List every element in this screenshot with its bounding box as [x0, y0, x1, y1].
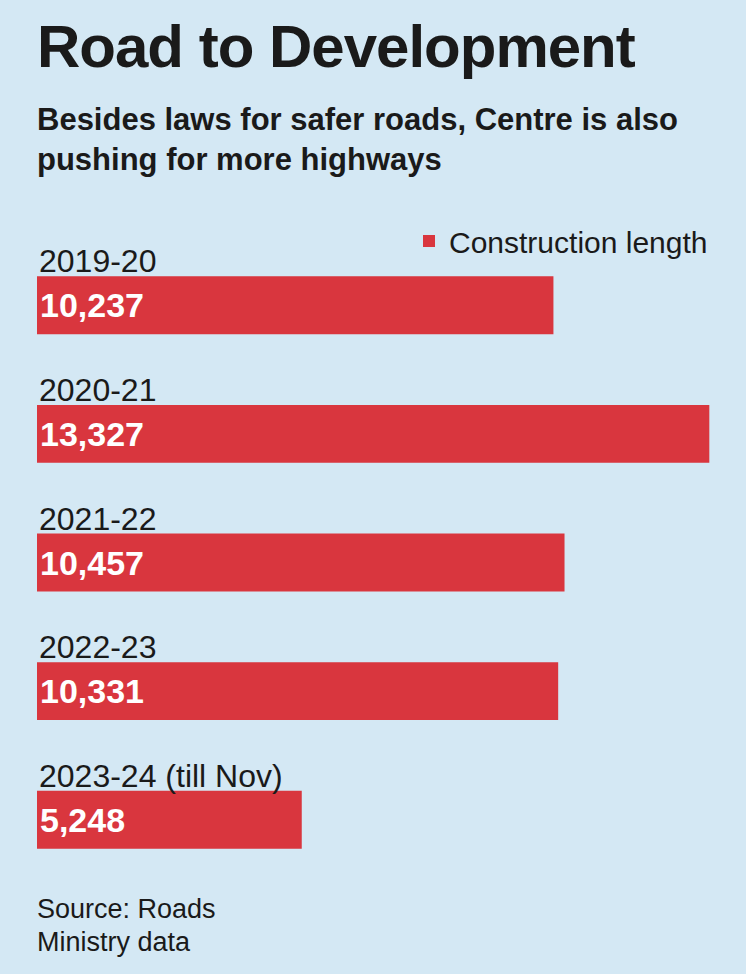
svg-text:2019-20: 2019-20	[39, 243, 156, 279]
svg-text:10,457: 10,457	[40, 544, 144, 582]
html-text:Road to Development: Road to Development	[37, 13, 635, 80]
svg-text:10,331: 10,331	[40, 672, 144, 710]
html-text:Besides laws for safer roads,: Besides laws for safer roads, Centre is …	[37, 102, 678, 177]
svg-text:2023-24 (till Nov): 2023-24 (till Nov)	[39, 758, 283, 794]
svg-text:2020-21: 2020-21	[39, 372, 156, 408]
svg-text:2021-22: 2021-22	[39, 501, 156, 537]
html-text:Source: Roads Ministry data: Source: Roads Ministry data	[37, 894, 216, 957]
svg-text:Construction length: Construction length	[449, 226, 708, 259]
svg-text:10,237: 10,237	[40, 286, 144, 324]
svg-text:2022-23: 2022-23	[39, 629, 156, 665]
svg-text:13,327: 13,327	[40, 415, 144, 453]
svg-text:5,248: 5,248	[40, 801, 125, 839]
